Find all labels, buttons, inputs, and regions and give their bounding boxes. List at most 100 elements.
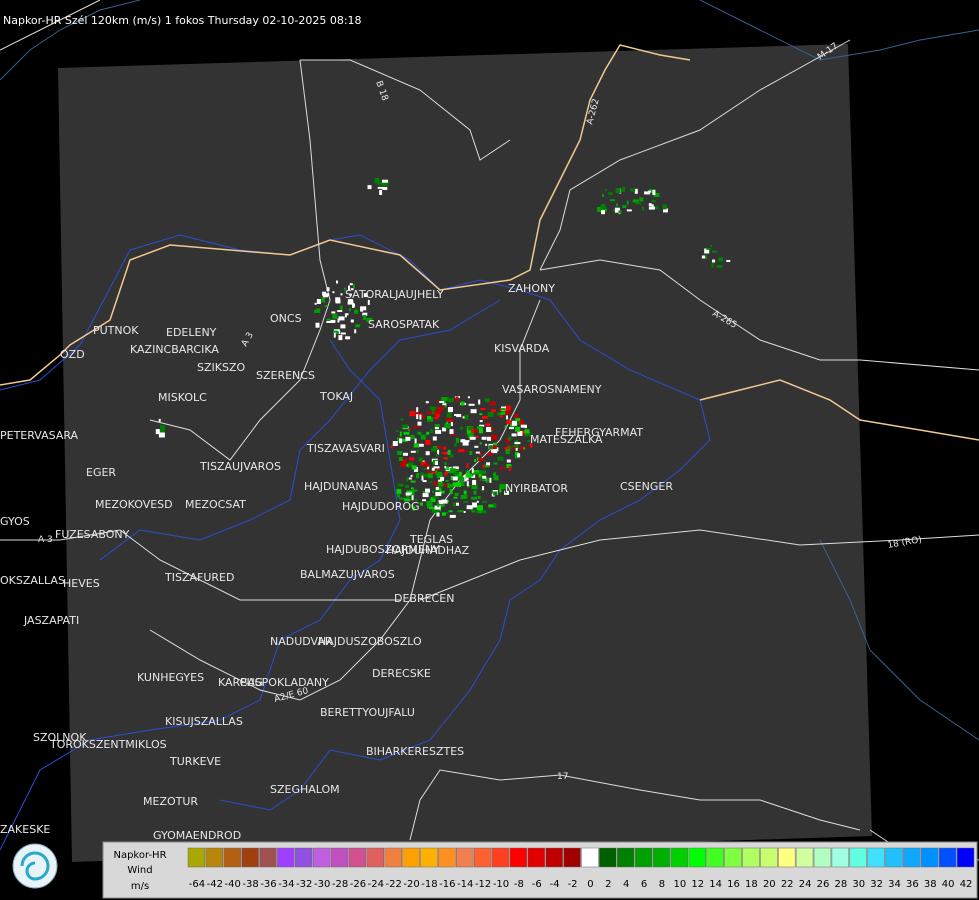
radar-echo [508,446,512,450]
place-label: NADUDVAR [270,635,333,648]
radar-echo [474,429,479,433]
radar-echo [453,471,459,475]
radar-echo [452,482,459,487]
radar-echo [499,467,506,470]
place-label: BERETTYOUJFALU [320,706,415,719]
scale-label: 16 [727,879,740,890]
radar-echo [449,454,454,458]
radar-echo [419,414,422,420]
radar-echo [441,499,448,504]
scale-swatch [778,847,796,868]
radar-echo [430,429,434,433]
radar-echo [499,414,503,418]
radar-echo [435,470,438,475]
radar-echo [349,283,353,286]
radar-echo [440,476,445,481]
radar-echo [517,453,521,458]
radar-echo [467,426,474,431]
place-label: KUNHEGYES [137,671,204,684]
radar-echo [410,480,416,483]
radar-echo [437,481,443,487]
scale-label: -42 [207,879,223,890]
radar-echo [466,470,470,475]
radar-echo [520,446,526,451]
radar-echo [410,474,413,477]
place-label: DERECSKE [372,667,431,680]
radar-echo [434,426,439,430]
radar-echo [442,427,447,432]
radar-echo [427,411,432,415]
radar-echo [438,471,443,476]
radar-echo [404,498,411,502]
radar-echo [441,397,448,402]
radar-echo [479,442,482,445]
radar-echo [662,204,667,210]
radar-echo [485,423,491,427]
radar-echo [701,255,707,259]
radar-echo [506,415,508,420]
place-label: MISKOLC [158,391,207,404]
radar-echo [321,297,326,303]
radar-echo [436,474,443,479]
radar-echo [362,312,368,316]
radar-echo [411,465,417,470]
map-lines [0,0,979,861]
radar-echo [504,425,507,428]
radar-echo [512,420,517,426]
radar-echoes [155,177,731,518]
scale-label: 2 [605,879,611,890]
radar-echo [597,206,601,212]
radar-echo [642,206,644,211]
place-label: HAJDUSZOBOSZLO [318,635,422,648]
place-label: ZAHONY [508,282,555,295]
scale-label: -36 [260,879,276,890]
radar-echo [446,467,450,470]
scale-label: 18 [745,879,758,890]
radar-echo [716,264,723,268]
radar-echo [449,468,456,474]
radar-echo [348,300,354,305]
radar-echo [434,424,440,428]
radar-echo [493,503,497,508]
radar-echo [442,457,448,460]
radar-echo [408,477,412,480]
radar-echo [155,429,160,435]
radar-echo [408,428,410,432]
radar-echo [427,465,430,470]
radar-echo [379,189,383,195]
radar-echo [435,461,438,465]
radar-echo [471,468,474,474]
radar-echo [601,210,605,215]
scale-swatch [706,847,724,868]
radar-echo [452,502,456,507]
radar-echo [478,400,481,403]
radar-echo [425,401,429,404]
radar-echo [486,427,492,432]
radar-echo [427,471,432,475]
radar-echo [496,412,503,416]
radar-echo [492,445,497,450]
radar-echo [435,408,437,414]
radar-echo [338,316,345,321]
radar-echo [446,413,452,419]
radar-echo [479,452,482,456]
radar-echo [444,471,448,476]
radar-echo [441,452,448,455]
scale-label: -6 [532,879,542,890]
scale-swatch [599,847,617,868]
radar-echo [524,429,530,434]
radar-echo [459,477,465,482]
scale-label: 14 [709,879,722,890]
scale-label: 20 [763,879,776,890]
scale-swatch [312,847,331,868]
radar-echo [518,420,525,425]
radar-echo [416,474,420,478]
radar-echo [616,203,618,207]
place-label: EGER [86,466,116,479]
radar-echo [158,418,161,422]
radar-echo [348,308,351,312]
radar-echo [449,514,456,518]
scale-swatch [617,847,635,868]
radar-echo [445,480,449,482]
